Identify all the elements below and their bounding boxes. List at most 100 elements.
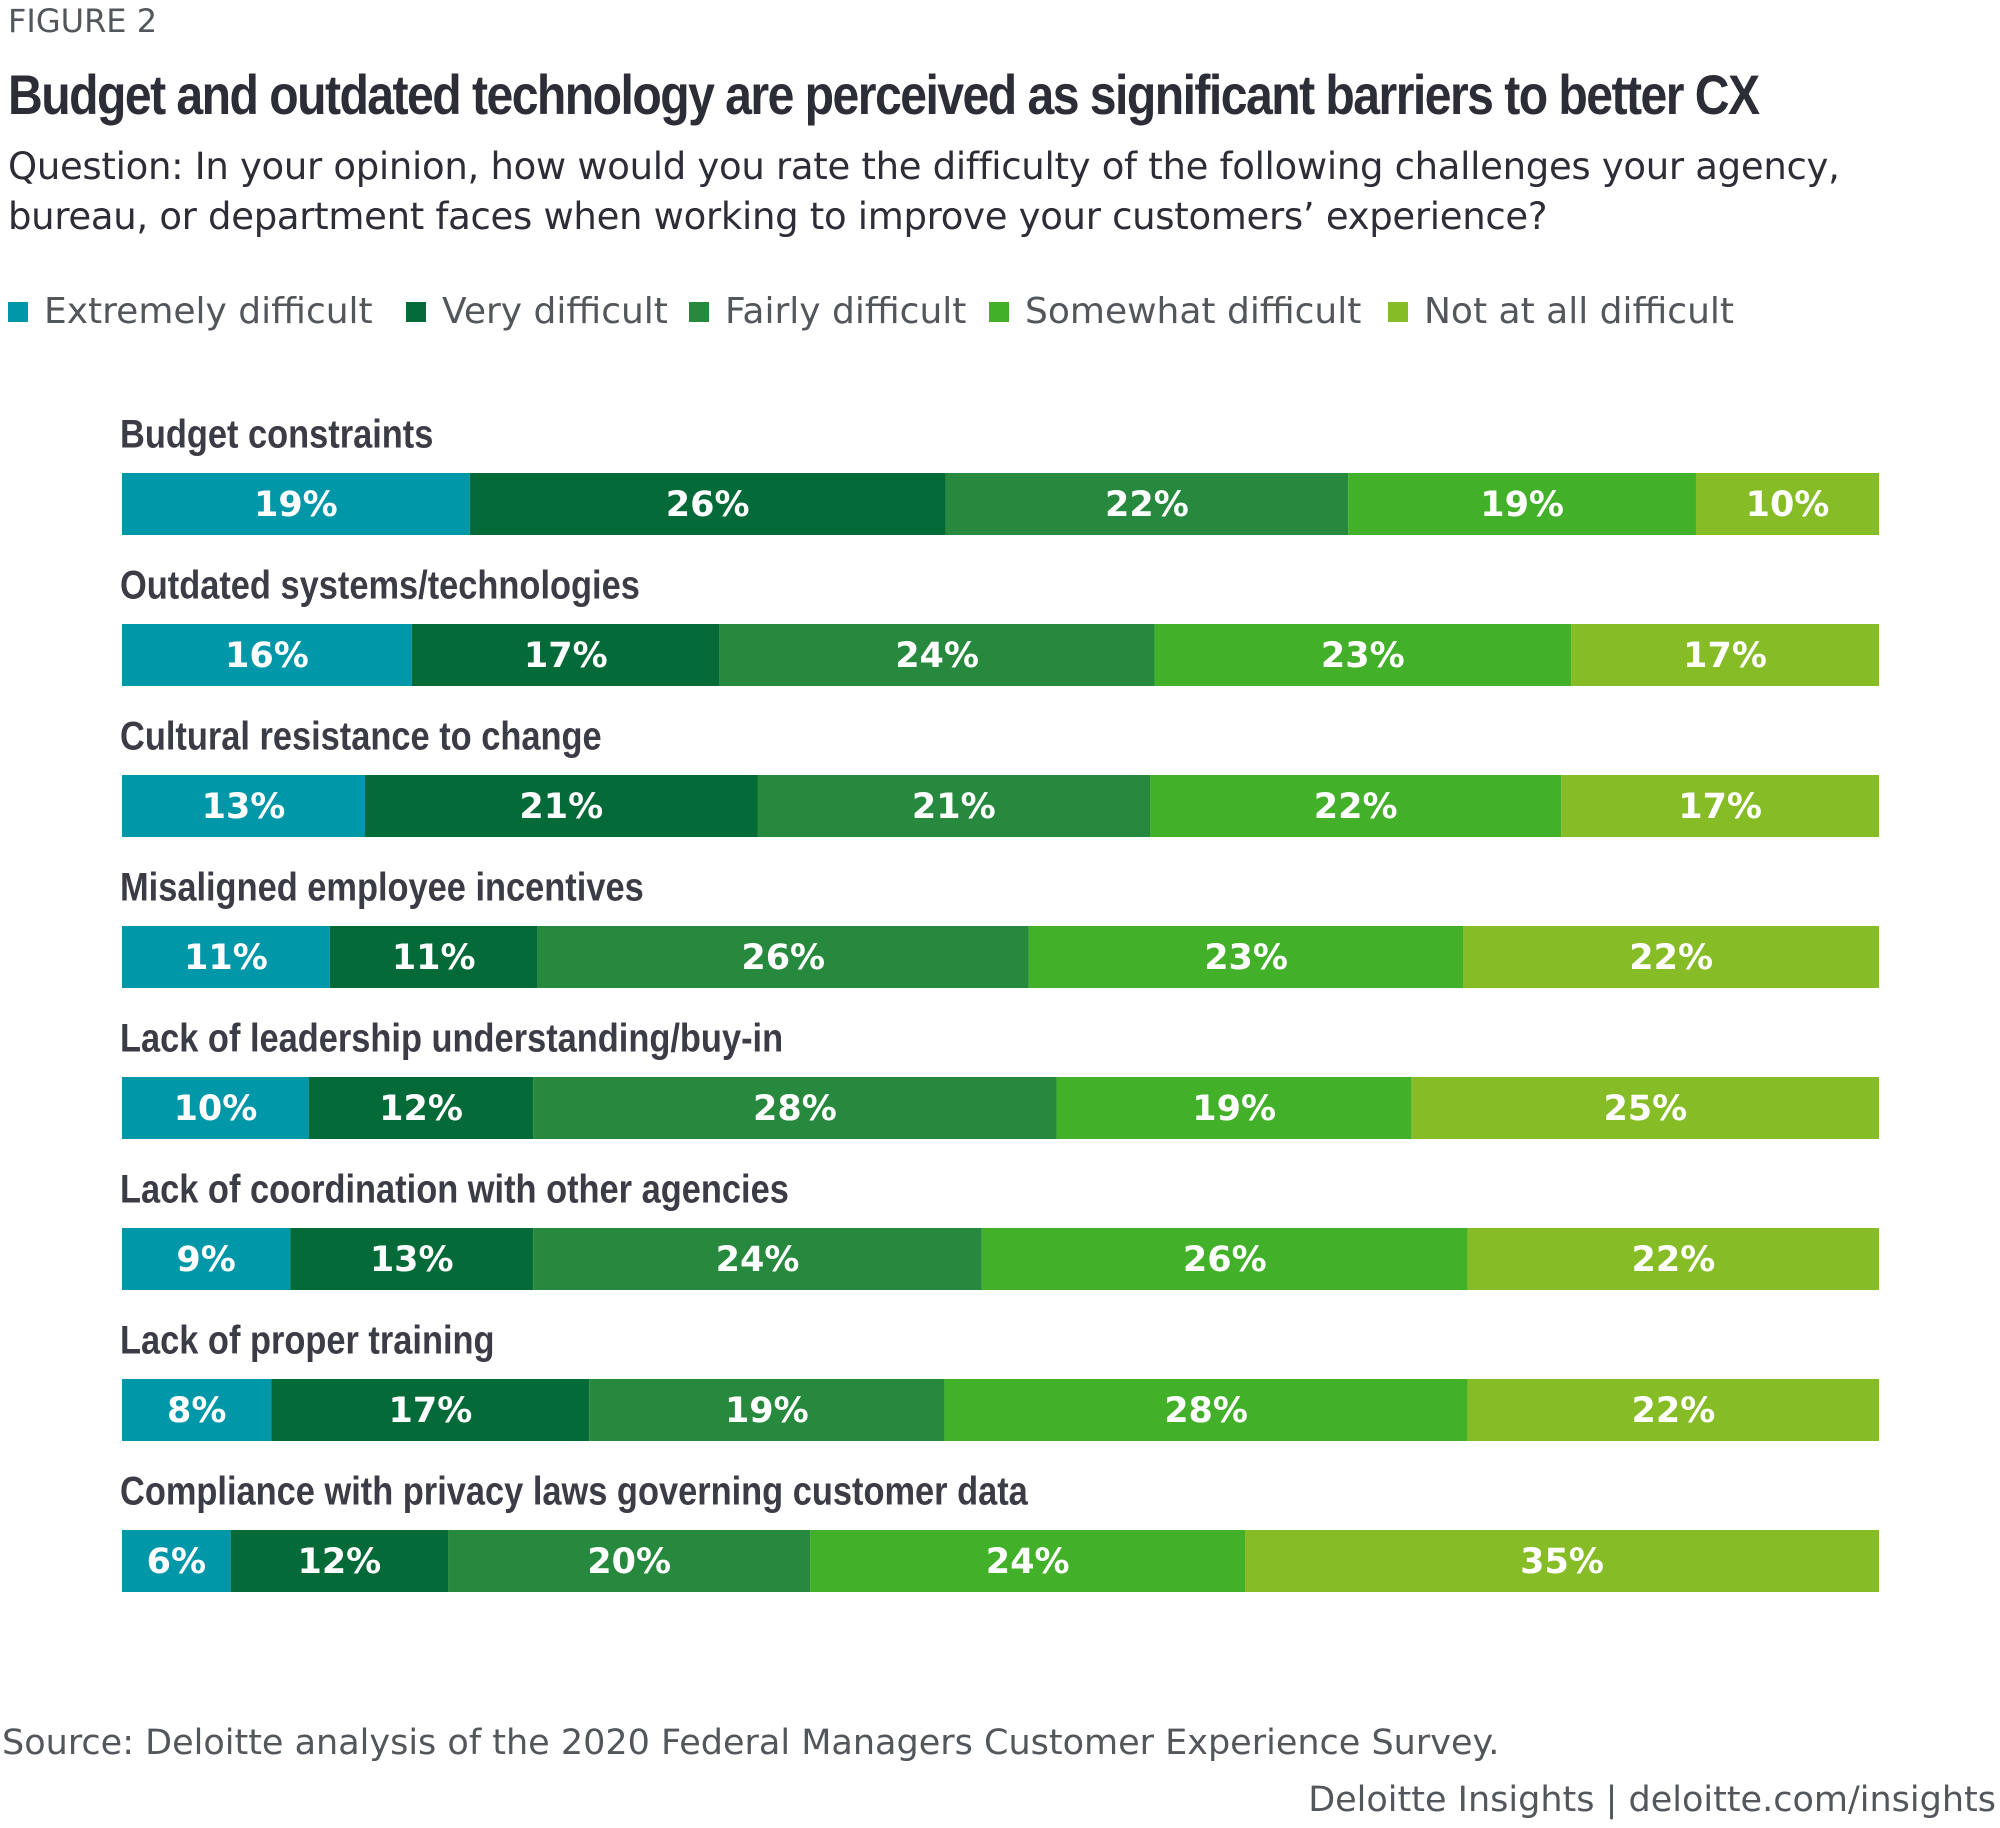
value-label: 19% [1480, 485, 1564, 525]
value-label: 19% [725, 1391, 809, 1431]
value-label: 24% [895, 636, 979, 676]
bar-segment [271, 1379, 590, 1441]
bar-segment [308, 1077, 534, 1139]
value-label: 9% [176, 1240, 235, 1280]
value-label: 26% [666, 485, 750, 525]
value-label: 23% [1204, 938, 1288, 978]
value-label: 17% [1678, 787, 1762, 827]
bar-segment [533, 1077, 1057, 1139]
value-label: 22% [1632, 1240, 1716, 1280]
value-label: 22% [1632, 1391, 1716, 1431]
bar-segment [533, 1228, 982, 1290]
value-label: 22% [1314, 787, 1398, 827]
value-label: 17% [1683, 636, 1767, 676]
bar-segment [1571, 624, 1879, 686]
value-label: 13% [202, 787, 286, 827]
legend-swatch [1388, 302, 1408, 322]
value-label: 23% [1321, 636, 1405, 676]
value-label: 8% [167, 1391, 226, 1431]
bar-segment [122, 1077, 309, 1139]
value-label: 22% [1629, 938, 1713, 978]
bar-segment [1467, 1228, 1879, 1290]
bar-segment [719, 624, 1155, 686]
value-label: 19% [1192, 1089, 1276, 1129]
source-note: Source: Deloitte analysis of the 2020 Fe… [2, 1723, 1499, 1763]
value-label: 26% [1183, 1240, 1267, 1280]
value-label: 28% [1164, 1391, 1248, 1431]
bar-segment [810, 1530, 1246, 1592]
value-label: 11% [392, 938, 476, 978]
legend-swatch [689, 302, 709, 322]
bar-segment [411, 624, 720, 686]
bar-segment [448, 1530, 811, 1592]
bar-segment [1245, 1530, 1879, 1592]
bar-segment [1411, 1077, 1879, 1139]
legend-label: Fairly difficult [725, 291, 966, 332]
value-label: 20% [587, 1542, 671, 1582]
bar-segment [230, 1530, 449, 1592]
bar-segment [589, 1379, 945, 1441]
category-label: Compliance with privacy laws governing c… [120, 1468, 1028, 1513]
value-label: 21% [912, 787, 996, 827]
credit: Deloitte Insights | deloitte.com/insight… [1308, 1780, 1996, 1820]
value-label: 24% [716, 1240, 800, 1280]
value-label: 21% [519, 787, 603, 827]
legend-label: Extremely difficult [44, 291, 373, 332]
legend-swatch [406, 302, 426, 322]
legend-swatch [8, 302, 28, 322]
bar-segment [1348, 473, 1696, 535]
bar-segment [290, 1228, 534, 1290]
value-label: 24% [986, 1542, 1070, 1582]
bar-segment [1695, 473, 1879, 535]
bar-segment [469, 473, 946, 535]
bar-segment [945, 473, 1349, 535]
category-label: Lack of coordination with other agencies [120, 1166, 789, 1211]
bar-segment [757, 775, 1151, 837]
legend-label: Not at all difficult [1424, 291, 1734, 332]
category-label: Cultural resistance to change [120, 713, 602, 758]
value-label: 22% [1105, 485, 1189, 525]
value-label: 16% [225, 636, 309, 676]
value-label: 17% [524, 636, 608, 676]
bar-segment [122, 926, 330, 988]
value-label: 10% [1746, 485, 1830, 525]
bar-segment [1028, 926, 1464, 988]
bar-segment [122, 1379, 272, 1441]
chart-title: Budget and outdated technology are perce… [8, 63, 1760, 126]
bar-segment [122, 624, 412, 686]
value-label: 17% [389, 1391, 473, 1431]
category-label: Outdated systems/technologies [120, 562, 640, 607]
legend-label: Somewhat difficult [1025, 291, 1361, 332]
legend-swatch [989, 302, 1009, 322]
bar-segment [122, 775, 365, 837]
bar-segment [122, 1228, 291, 1290]
value-label: 35% [1520, 1542, 1604, 1582]
bar-segment [981, 1228, 1468, 1290]
bar-segment [329, 926, 538, 988]
bar-segment [364, 775, 758, 837]
value-label: 10% [174, 1089, 258, 1129]
category-label: Lack of leadership understanding/buy-in [120, 1015, 783, 1060]
bar-segment [1561, 775, 1879, 837]
figure-label: FIGURE 2 [8, 2, 158, 40]
bar-segment [1150, 775, 1562, 837]
value-label: 12% [297, 1542, 381, 1582]
bar-segment [537, 926, 1029, 988]
value-label: 12% [379, 1089, 463, 1129]
category-label: Misaligned employee incentives [120, 864, 644, 909]
bar-segment [1154, 624, 1572, 686]
value-label: 25% [1603, 1089, 1687, 1129]
bar-segment [122, 1530, 231, 1592]
value-label: 6% [147, 1542, 206, 1582]
legend-label: Very difficult [442, 291, 668, 332]
chart-subtitle: Question: In your opinion, how would you… [8, 145, 1840, 238]
bar-segment [122, 473, 470, 535]
value-label: 28% [753, 1089, 837, 1129]
value-label: 26% [741, 938, 825, 978]
bar-segment [1463, 926, 1879, 988]
bar-segment [1056, 1077, 1412, 1139]
category-label: Budget constraints [120, 411, 433, 456]
value-label: 19% [254, 485, 338, 525]
